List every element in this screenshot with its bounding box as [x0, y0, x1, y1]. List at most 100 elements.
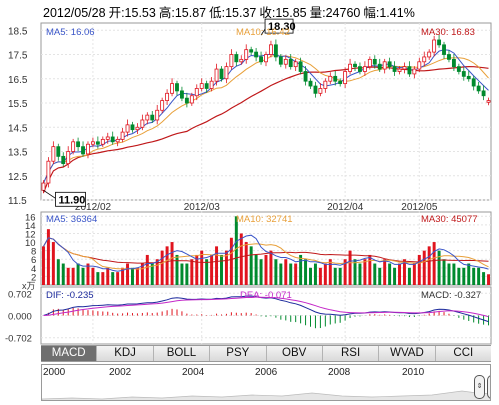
- volume-bar: [185, 263, 189, 285]
- candle-body: [313, 85, 318, 94]
- volume-bar: [472, 267, 476, 285]
- volume-bar: [165, 246, 169, 285]
- candle-body: [86, 143, 90, 155]
- candle-body: [239, 58, 244, 63]
- volume-bar: [284, 259, 288, 285]
- volume-bar: [452, 263, 456, 285]
- volume-bar: [81, 267, 85, 285]
- price-y-tick: 14.5: [8, 123, 28, 134]
- volume-bar: [417, 254, 421, 285]
- candle-body: [269, 44, 273, 55]
- close-label: 收:: [259, 6, 276, 20]
- price-y-tick: 13.5: [8, 148, 28, 159]
- low-marker-box: [55, 191, 86, 207]
- timeline-year: 2004: [182, 367, 205, 378]
- candle-body: [155, 109, 160, 121]
- candle-body: [140, 119, 145, 128]
- volume-y-tick: 8: [31, 247, 36, 258]
- candle-body: [249, 49, 254, 53]
- change-value: 1.41%: [379, 6, 415, 20]
- candle-body: [318, 88, 323, 94]
- low-value: 15.37: [225, 6, 257, 20]
- volume-bar: [180, 263, 184, 285]
- volume-bar: [343, 259, 347, 285]
- volume-bar: [234, 216, 238, 285]
- candle-body: [367, 58, 372, 68]
- volume-y-tick: 16: [25, 212, 36, 223]
- candle-body: [382, 61, 387, 70]
- candle-body: [417, 61, 422, 70]
- volume-ma5-line: [43, 234, 489, 272]
- volume-bar: [145, 254, 149, 285]
- volume-ma30-label: MA30: 45077: [421, 214, 478, 225]
- candle-body: [175, 83, 179, 92]
- volume-bar: [254, 254, 258, 285]
- open-label: 开:: [108, 6, 125, 20]
- volume-bar: [309, 267, 312, 285]
- volume-bar: [135, 267, 139, 285]
- volume-bar: [116, 272, 120, 285]
- volume-bar: [279, 263, 283, 285]
- candle-body: [209, 80, 214, 89]
- candle-body: [333, 75, 338, 82]
- candle-body: [110, 136, 115, 143]
- candle-body: [234, 54, 239, 63]
- tab-cci[interactable]: CCI: [453, 347, 474, 359]
- timeline-year: 2002: [109, 367, 132, 378]
- candle-body: [402, 66, 407, 70]
- volume-bar: [131, 267, 134, 285]
- price-ma10-label: MA10: 16.42: [236, 27, 290, 38]
- tab-kdj[interactable]: KDJ: [97, 346, 154, 361]
- candle-body: [392, 66, 397, 72]
- volume-bar: [437, 250, 441, 285]
- candle-body: [432, 39, 437, 53]
- stock-chart: 18.5 17.5 16.5 15.5 14.5 13.5 12.5 11.5 2012/02 2…: [5, 18, 492, 345]
- volume-bar: [402, 259, 406, 285]
- close-value: 15.85: [275, 6, 307, 20]
- dif-line: [43, 295, 489, 323]
- candle-body: [338, 80, 343, 85]
- volume-bar: [249, 246, 253, 285]
- volume-bar: [358, 263, 362, 285]
- candle-body: [56, 146, 61, 157]
- candle-body: [442, 44, 446, 55]
- candle-body: [244, 49, 249, 60]
- volume-bar: [368, 254, 372, 285]
- volume-bar: [195, 254, 199, 285]
- volume-bar: [155, 259, 159, 285]
- volume-bar: [76, 263, 80, 285]
- volume-y-tick: 6: [31, 255, 36, 266]
- candle-body: [283, 58, 288, 65]
- volume-bar: [229, 237, 233, 285]
- candle-body: [471, 78, 476, 87]
- volume-bar: [373, 263, 377, 285]
- range-start-handle-icon[interactable]: ⇕: [474, 375, 485, 399]
- price-y-tick: 12.5: [8, 172, 28, 183]
- candle-body: [303, 71, 308, 82]
- candle-body: [105, 136, 110, 140]
- range-end-handle-icon[interactable]: [487, 375, 490, 399]
- volume-bar: [190, 259, 194, 285]
- volume-bar: [244, 242, 248, 285]
- tab-obv[interactable]: OBV: [267, 346, 323, 361]
- candle-body: [120, 131, 125, 140]
- candle-body: [387, 61, 392, 68]
- volume-y-tick: 14: [25, 221, 36, 232]
- candle-body: [214, 68, 219, 82]
- candle-body: [145, 114, 150, 121]
- candle-body: [343, 71, 348, 85]
- dea-label: DEA: -0.071: [240, 290, 292, 301]
- volume-bar: [442, 259, 446, 285]
- volume-bar: [205, 259, 209, 285]
- macd-y-tick: 0.702: [8, 289, 32, 300]
- tab-rsi[interactable]: RSI: [323, 346, 380, 361]
- volume-bar: [333, 267, 337, 285]
- tab-macd[interactable]: MACD: [41, 346, 98, 361]
- volume-bar: [106, 267, 110, 285]
- price-ma5-label: MA5: 16.06: [46, 27, 95, 38]
- candle-body: [71, 141, 76, 152]
- tab-wvad[interactable]: WVAD: [379, 346, 436, 361]
- tab-psy[interactable]: PSY: [210, 346, 267, 361]
- history-timeline[interactable]: 2000 2002 2004 2006 2008 2010 ⇕: [41, 364, 491, 401]
- tab-boll[interactable]: BOLL: [154, 346, 211, 361]
